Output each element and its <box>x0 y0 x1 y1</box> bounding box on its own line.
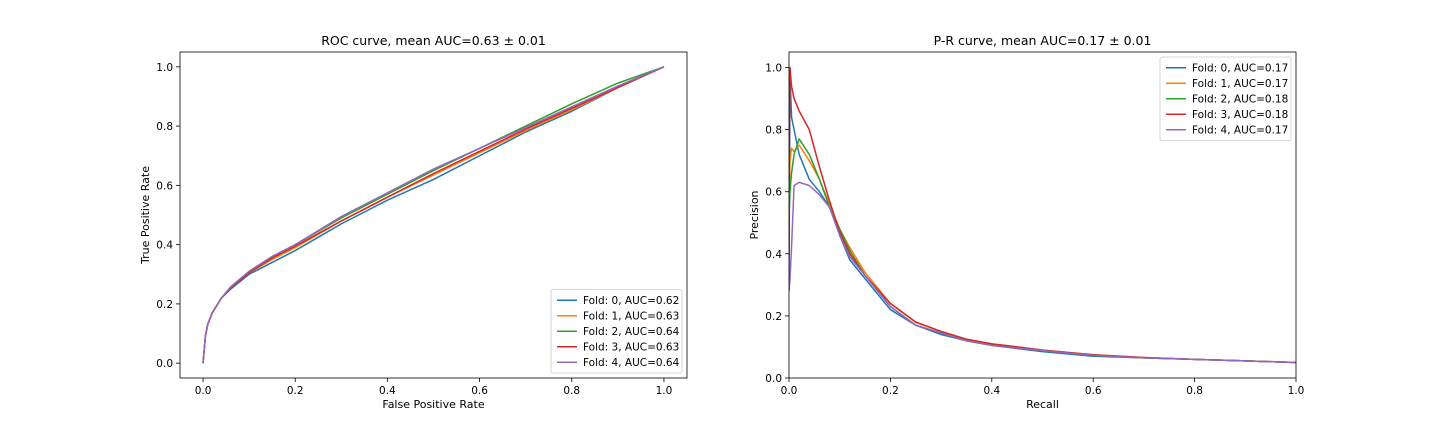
roc-legend-box <box>550 289 683 374</box>
roc-x-tick-label: 0.4 <box>379 385 396 397</box>
roc-y-tick-label: 0.2 <box>156 299 173 311</box>
pr-y-tick-label: 0.4 <box>765 249 782 261</box>
pr-plot-frame <box>788 51 1297 379</box>
roc-x-axis-label: False Positive Rate <box>382 398 484 411</box>
roc-y-axis-label: True Positive Rate <box>139 166 152 265</box>
roc-series-fold-4 <box>202 66 665 364</box>
pr-y-tick-label: 1.0 <box>765 63 782 75</box>
pr-y-tick-label: 0.8 <box>765 125 782 137</box>
roc-y-tick-label: 0.6 <box>156 180 173 192</box>
pr-chart-title: P-R curve, mean AUC=0.17 ± 0.01 <box>934 33 1152 48</box>
roc-y-tick-label: 0.8 <box>156 121 173 133</box>
pr-legend-label-4: Fold: 4, AUC=0.17 <box>1192 125 1288 137</box>
pr-legend: Fold: 0, AUC=0.17 Fold: 1, AUC=0.17 Fold: … <box>1159 56 1292 141</box>
roc-x-tick-label: 0.0 <box>195 385 212 397</box>
roc-y-tick-label: 0.0 <box>156 358 173 370</box>
roc-legend-label-4: Fold: 4, AUC=0.64 <box>583 357 680 369</box>
roc-y-tick-label: 1.0 <box>156 62 173 74</box>
pr-y-tick-label: 0.6 <box>765 187 782 199</box>
roc-legend-label-0: Fold: 0, AUC=0.62 <box>583 295 679 307</box>
pr-x-tick-label: 0.0 <box>781 385 798 397</box>
roc-legend: Fold: 0, AUC=0.62 Fold: 1, AUC=0.63 Fold: … <box>550 289 683 374</box>
pr-chart: 0.0 0.2 0.4 0.6 0.8 1.0 0.0 0.2 0.4 0.6 0.8 1.0 P-R … <box>748 33 1304 411</box>
roc-legend-label-3: Fold: 3, AUC=0.63 <box>583 342 679 354</box>
roc-plot-frame <box>179 51 688 379</box>
roc-legend-label-2: Fold: 2, AUC=0.64 <box>583 326 680 338</box>
pr-y-tick-label: 0.2 <box>765 311 782 323</box>
roc-chart-title: ROC curve, mean AUC=0.63 ± 0.01 <box>321 33 546 48</box>
pr-legend-box <box>1159 56 1292 141</box>
pr-series-fold-2 <box>789 138 1296 364</box>
pr-x-tick-label: 0.8 <box>1186 385 1203 397</box>
pr-x-tick-label: 1.0 <box>1288 385 1305 397</box>
pr-series-fold-4 <box>789 181 1296 364</box>
pr-series-fold-1 <box>789 144 1296 364</box>
roc-y-tick-label: 0.4 <box>156 240 173 252</box>
pr-x-tick-label: 0.6 <box>1085 385 1102 397</box>
pr-legend-label-0: Fold: 0, AUC=0.17 <box>1192 63 1288 75</box>
roc-x-tick-label: 0.2 <box>287 385 304 397</box>
roc-x-tick-label: 1.0 <box>656 385 673 397</box>
pr-legend-label-2: Fold: 2, AUC=0.18 <box>1192 94 1288 106</box>
pr-y-axis-label: Precision <box>748 190 761 239</box>
pr-x-tick-label: 0.4 <box>983 385 1000 397</box>
pr-x-tick-label: 0.2 <box>882 385 899 397</box>
pr-x-axis-label: Recall <box>1026 398 1059 411</box>
pr-y-tick-label: 0.0 <box>765 373 782 385</box>
roc-legend-label-1: Fold: 1, AUC=0.63 <box>583 311 679 323</box>
roc-chart: 0.0 0.2 0.4 0.6 0.8 1.0 0.0 0.2 0.4 0.6 0.8 1.0 ROC … <box>139 33 688 411</box>
pr-legend-label-1: Fold: 1, AUC=0.17 <box>1192 78 1288 90</box>
roc-x-tick-label: 0.6 <box>471 385 488 397</box>
pr-legend-label-3: Fold: 3, AUC=0.18 <box>1192 109 1288 121</box>
roc-x-tick-label: 0.8 <box>563 385 580 397</box>
